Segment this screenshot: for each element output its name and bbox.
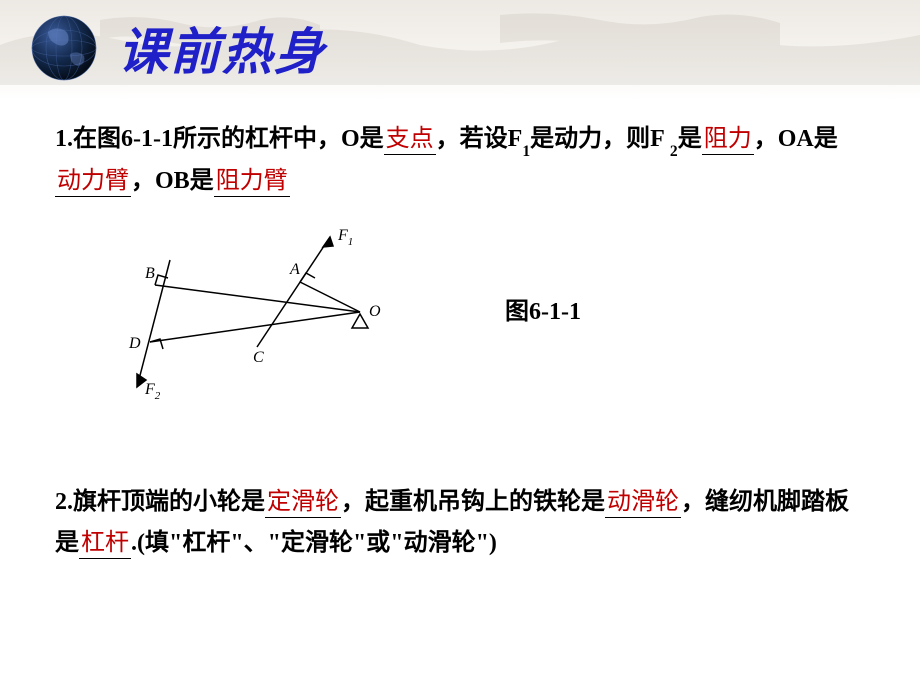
q1-prefix: 1. (55, 126, 73, 152)
q1-answer-4: 阻力臂 (214, 167, 290, 197)
header: 课前热身 (0, 0, 920, 84)
question-2: 2.旗杆顶端的小轮是定滑轮，起重机吊钩上的铁轮是动滑轮，缝纫机脚踏板是杠杆.(填… (55, 482, 865, 564)
svg-text:A: A (289, 261, 300, 278)
svg-text:O: O (369, 303, 381, 320)
q2-prefix: 2. (55, 489, 73, 515)
svg-text:F1: F1 (337, 227, 353, 248)
q1-sub-2: 2 (670, 143, 678, 160)
q1-answer-2: 阻力 (702, 125, 754, 155)
figure-label: 图6-1-1 (505, 292, 581, 333)
q1-answer-1: 支点 (384, 125, 436, 155)
svg-text:C: C (253, 349, 264, 366)
content-area: 1.在图6-1-1所示的杠杆中，O是支点，若设F1是动力，则F 2是阻力，OA是… (0, 84, 920, 564)
q2-text-4: .(填"杠杆"、"定滑轮"或"动滑轮") (131, 530, 497, 556)
q1-text-2: ，若设F (436, 126, 523, 152)
q2-answer-1: 定滑轮 (265, 488, 341, 518)
svg-text:B: B (145, 265, 155, 282)
page-title: 课前热身 (118, 12, 326, 84)
q1-sub-1: 1 (522, 143, 530, 160)
q2-text-1: 旗杆顶端的小轮是 (73, 489, 265, 515)
question-1: 1.在图6-1-1所示的杠杆中，O是支点，若设F1是动力，则F 2是阻力，OA是… (55, 119, 865, 202)
q2-text-2: ，起重机吊钩上的铁轮是 (341, 489, 605, 515)
lever-diagram: F1 F2 A B C D O (115, 222, 415, 402)
q2-answer-2: 动滑轮 (605, 488, 681, 518)
figure-row: F1 F2 A B C D O 图6-1-1 (55, 222, 865, 402)
q1-text-6: ，OB是 (131, 168, 214, 194)
q1-text-4: 是 (678, 126, 702, 152)
q2-answer-3: 杠杆 (79, 529, 131, 559)
q1-text-3: 是动力，则F (530, 126, 670, 152)
svg-text:F2: F2 (144, 381, 161, 402)
q1-text-5: ，OA是 (754, 126, 838, 152)
q1-answer-3: 动力臂 (55, 167, 131, 197)
svg-text:D: D (128, 335, 141, 352)
q1-text-1: 在图6-1-1所示的杠杆中，O是 (73, 126, 384, 152)
globe-icon (30, 14, 98, 82)
